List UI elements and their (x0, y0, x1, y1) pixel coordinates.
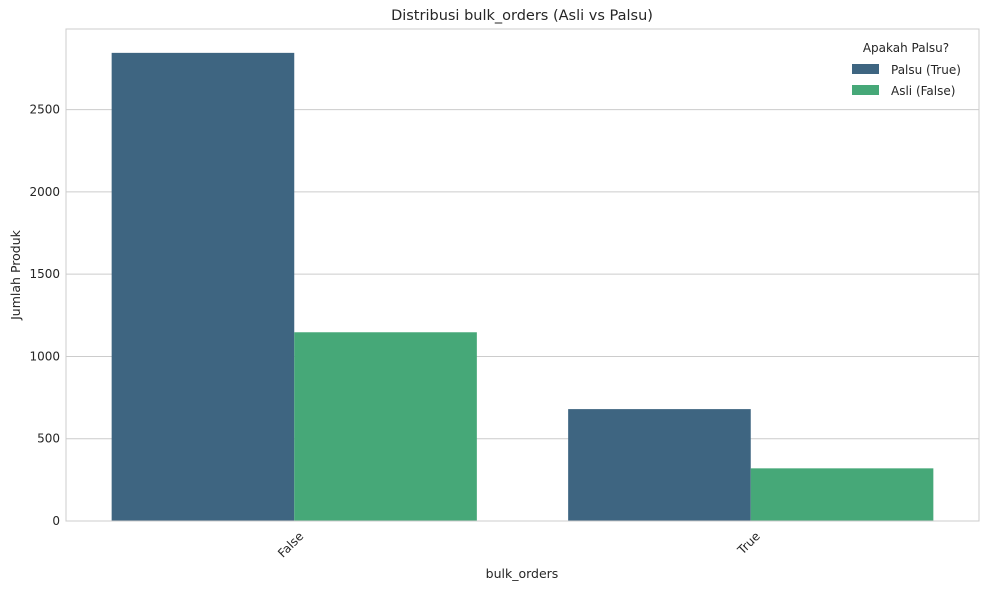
y-tick-label: 1000 (29, 349, 60, 363)
legend-label: Palsu (True) (891, 63, 961, 77)
bar (111, 52, 295, 522)
y-tick-label: 2500 (29, 103, 60, 117)
y-axis-label: Jumlah Produk (8, 229, 23, 321)
legend-label: Asli (False) (891, 84, 955, 98)
y-tick-label: 2000 (29, 185, 60, 199)
bar (294, 332, 477, 521)
legend: Apakah Palsu? Palsu (True) Asli (False) (852, 41, 961, 98)
x-tick-label: False (275, 529, 306, 560)
chart-title: Distribusi bulk_orders (Asli vs Palsu) (391, 8, 653, 24)
bar (568, 409, 751, 521)
bars (111, 52, 934, 522)
x-tick-labels: False True (275, 529, 763, 560)
x-tick-label: True (734, 529, 763, 558)
y-tick-label: 500 (37, 432, 60, 446)
bar (750, 468, 934, 521)
y-tick-labels: 0 500 1000 1500 2000 2500 (29, 103, 60, 528)
y-tick-label: 1500 (29, 267, 60, 281)
plot-frame (65, 28, 980, 522)
y-tick-label: 0 (52, 514, 60, 528)
x-axis-label: bulk_orders (486, 566, 559, 581)
legend-swatch (852, 85, 879, 95)
legend-swatch (852, 64, 879, 74)
legend-items: Palsu (True) Asli (False) (852, 63, 961, 98)
legend-title: Apakah Palsu? (863, 41, 949, 55)
